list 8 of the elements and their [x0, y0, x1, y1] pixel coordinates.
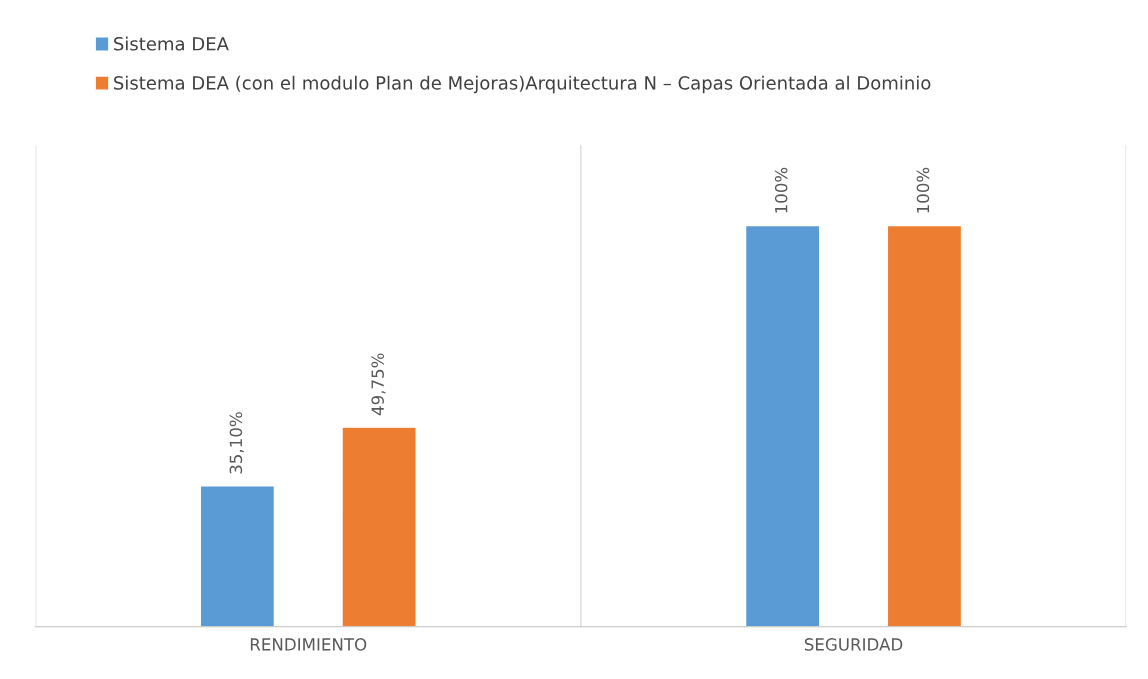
data-label: 100%	[774, 167, 788, 213]
data-label: 35,10%	[229, 412, 244, 474]
legend-label: Sistema DEA (con el modulo Plan de Mejoras)Arquitectura N – Capas Orientada al Dominio	[114, 75, 931, 94]
x-tick-label: RENDIMIENTO	[250, 638, 367, 651]
data-label: 49,75%	[371, 353, 386, 416]
legend-label: Sistema DEA	[114, 36, 229, 51]
data-label: 100%	[916, 167, 930, 213]
x-tick-label: SEGURIDAD	[804, 638, 903, 651]
